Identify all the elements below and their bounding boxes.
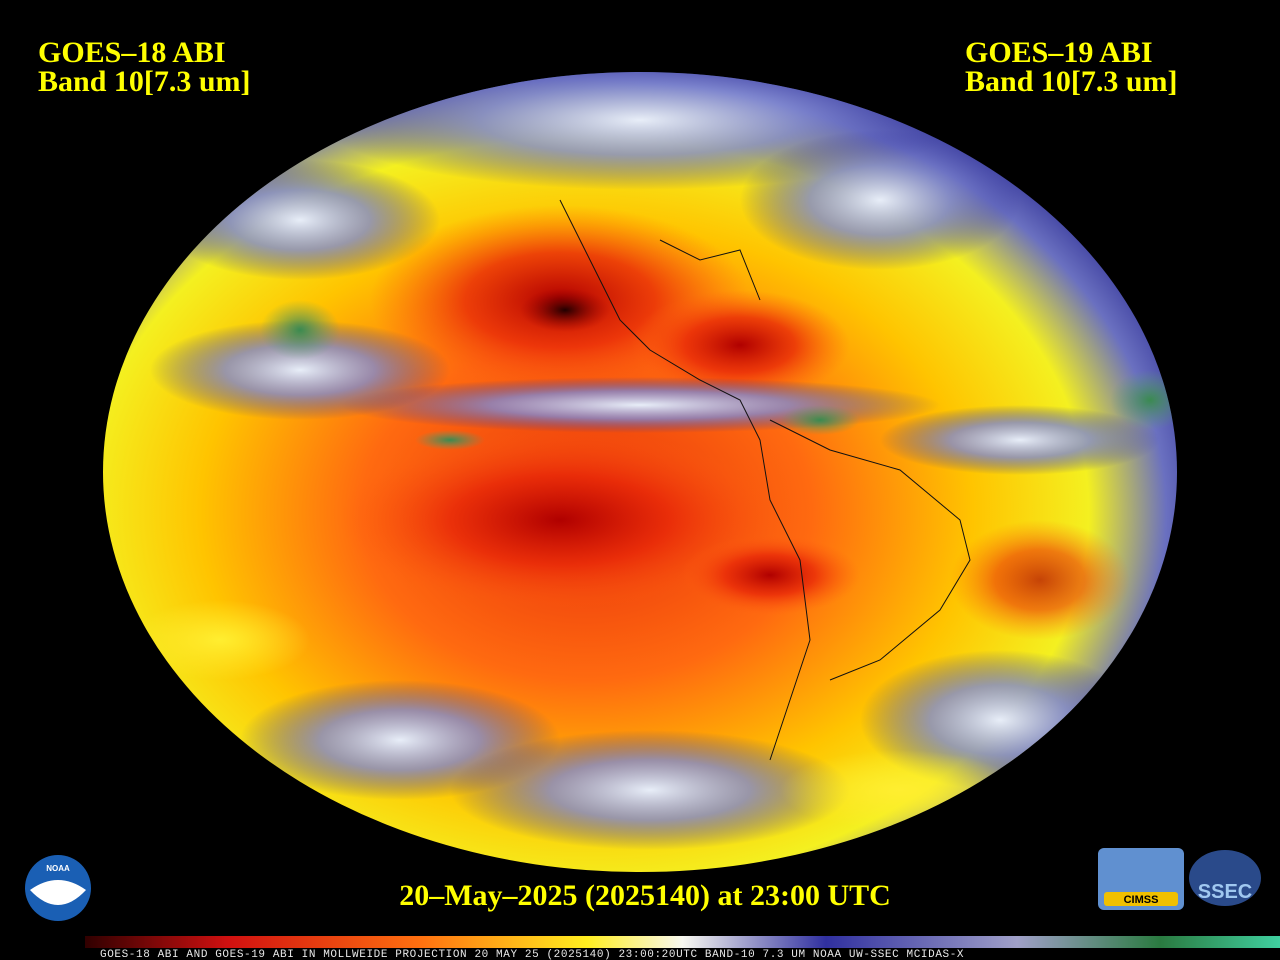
cimss-banner — [1104, 892, 1178, 906]
coastline — [559, 199, 811, 761]
dry-region — [680, 535, 860, 615]
noaa-bird — [30, 880, 86, 905]
ssec-logo: SSEC — [1189, 850, 1261, 906]
clouds — [150, 320, 450, 420]
dry-region — [950, 520, 1130, 640]
coastline — [769, 419, 971, 681]
colorbar — [85, 936, 1280, 948]
moist-band — [130, 600, 310, 680]
coastline — [659, 239, 761, 301]
clouds — [160, 160, 440, 280]
right-satellite-label: GOES–19 ABI — [965, 36, 1153, 69]
timestamp: 20–May–2025 (2025140) at 23:00 UTC — [399, 879, 891, 912]
moist-region — [780, 405, 860, 435]
moist-region — [1110, 370, 1177, 430]
left-satellite-label: GOES–18 ABI — [38, 36, 226, 69]
noaa-logo: NOAA — [25, 855, 91, 921]
moist-region — [415, 430, 485, 450]
left-band-label: Band 10[7.3 um] — [38, 65, 251, 98]
dry-region — [630, 290, 850, 400]
colorbar-caption: GOES-18 ABI AND GOES-19 ABI IN MOLLWEIDE… — [100, 949, 964, 960]
moist-band — [780, 750, 1020, 830]
dry-core — [520, 288, 610, 332]
cimss-text: CIMSS — [1124, 894, 1159, 906]
dry-region — [340, 430, 780, 610]
clouds — [880, 405, 1160, 475]
clouds — [450, 730, 850, 850]
clouds — [740, 130, 1020, 270]
ssec-text: SSEC — [1198, 881, 1252, 903]
right-band-label: Band 10[7.3 um] — [965, 65, 1178, 98]
cimss-logo: CIMSS — [1098, 848, 1184, 910]
moist-region — [260, 300, 340, 360]
noaa-text: NOAA — [46, 864, 70, 873]
ssec-badge — [1189, 850, 1261, 906]
